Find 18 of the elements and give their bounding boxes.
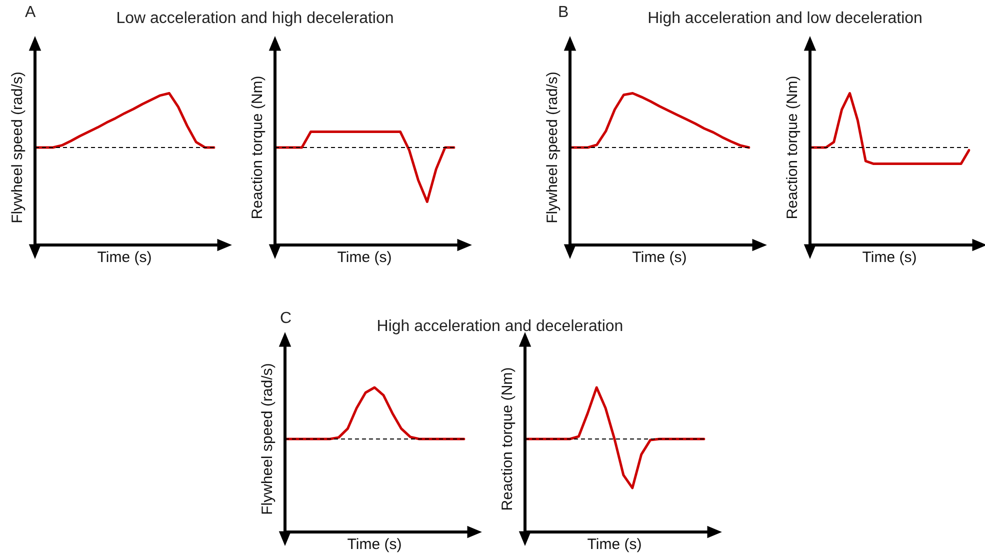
text: B: [558, 4, 569, 22]
y-axis-title: Flywheel speed (rad/s): [544, 72, 562, 224]
x-axis-title: Time (s): [587, 536, 642, 554]
x-axis-title: Time (s): [97, 249, 152, 266]
y-axis-title: Flywheel speed (rad/s): [259, 363, 276, 515]
x-axis-title: Time (s): [862, 249, 917, 266]
y-axis-title: Reaction torque (Nm): [499, 367, 516, 511]
text: C: [280, 310, 292, 328]
text: High acceleration and deceleration: [376, 318, 624, 336]
x-axis-title: Time (s): [347, 536, 402, 554]
y-axis-title: Reaction torque (Nm): [249, 76, 266, 220]
y-axis-title: Reaction torque (Nm): [784, 76, 802, 220]
text: Low acceleration and high deceleration: [115, 10, 395, 28]
text: High acceleration and low deceleration: [646, 10, 924, 28]
x-axis-title: Time (s): [632, 249, 687, 266]
x-axis-title: Time (s): [337, 249, 392, 266]
text: A: [25, 4, 36, 22]
y-axis-title: Flywheel speed (rad/s): [9, 72, 26, 224]
